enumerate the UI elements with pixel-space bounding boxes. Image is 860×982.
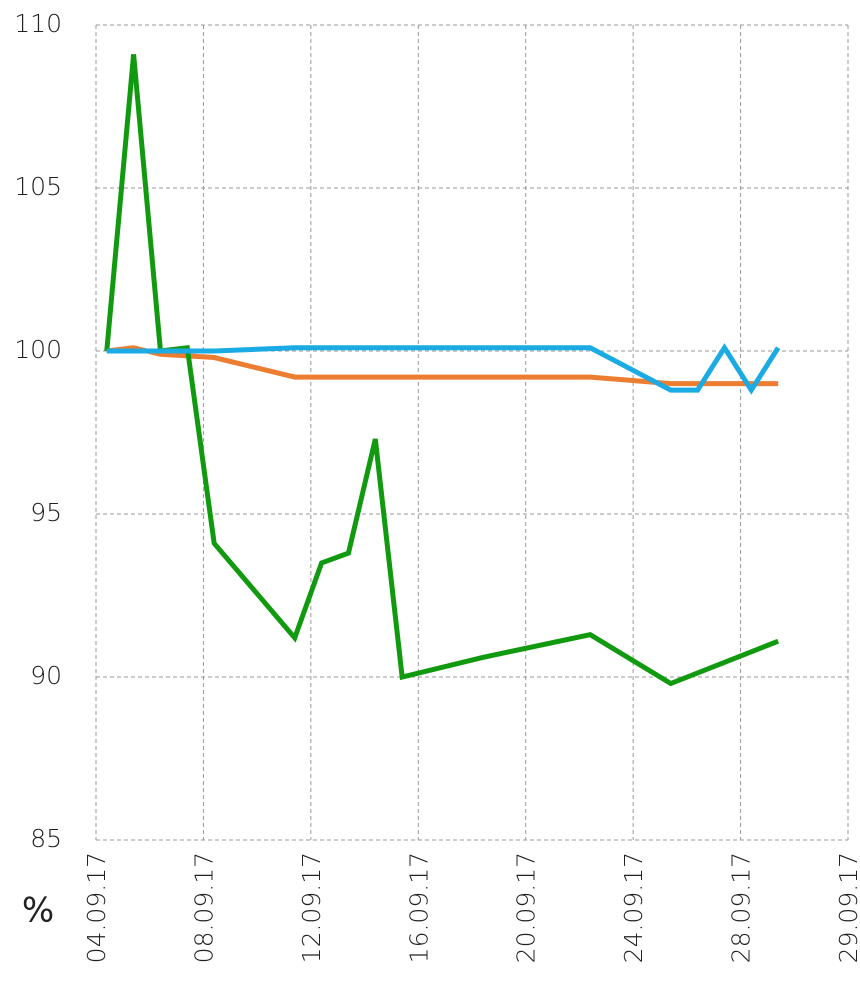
series-line xyxy=(106,343,781,395)
y-tick-label: 110 xyxy=(14,9,62,38)
x-tick-label: 20.09.17 xyxy=(512,852,541,963)
x-tick-label: 12.09.17 xyxy=(297,852,326,963)
y-tick-label: 100 xyxy=(14,335,62,364)
series-line xyxy=(104,54,780,687)
x-tick-label: 28.09.17 xyxy=(727,852,756,963)
x-tick-label: 08.09.17 xyxy=(189,852,218,963)
x-tick-label: 16.09.17 xyxy=(404,852,433,963)
x-tick-label: 29.09.17 xyxy=(834,852,860,963)
y-tick-label: 105 xyxy=(14,172,62,201)
x-tick-label: 04.09.17 xyxy=(82,852,111,963)
y-tick-label: 85 xyxy=(30,824,62,853)
y-tick-label: 90 xyxy=(30,661,62,690)
y-tick-label: 95 xyxy=(30,498,62,527)
x-tick-label: 24.09.17 xyxy=(619,852,648,963)
y-axis-label: % xyxy=(22,891,54,931)
